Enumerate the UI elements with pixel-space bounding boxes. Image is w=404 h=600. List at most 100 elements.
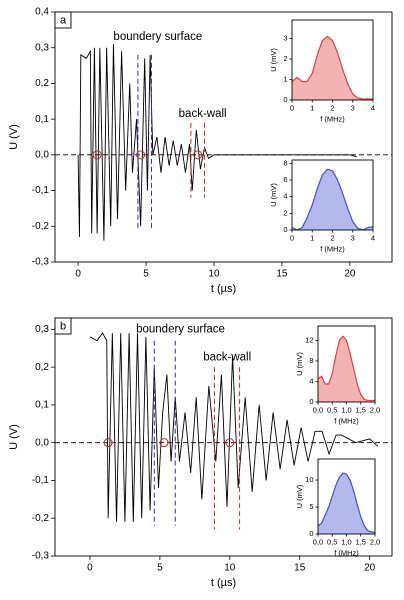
- plot-frame: [291, 19, 374, 101]
- x-tick-label: 0,5: [327, 537, 337, 546]
- plot-frame: [291, 159, 374, 231]
- x-tick-label: 2: [330, 233, 334, 242]
- y-tick-label: 0,3: [35, 324, 49, 335]
- panel-label: a: [60, 14, 67, 26]
- spectrum-line: [291, 168, 374, 231]
- y-tick-label: 12: [305, 335, 313, 344]
- x-axis-label: f (MHz): [334, 549, 359, 558]
- y-tick-label: -0,3: [32, 257, 50, 268]
- y-tick-label: 2: [283, 54, 287, 63]
- x-tick-label: 4: [371, 103, 375, 112]
- annotation: back-wall: [203, 352, 251, 364]
- spectrum-area: [318, 473, 375, 534]
- inset-chart: 0 5 10 0,0 0,5 1,0 1,5 2,0 f (MHz) U (mV): [295, 458, 380, 558]
- annotation: boundery surface: [113, 31, 202, 43]
- y-tick-label: 4: [309, 376, 313, 385]
- panel-label-box: [54, 317, 72, 335]
- y-axis-label: U (mV): [295, 352, 304, 376]
- y-tick-label: 0,4: [35, 7, 49, 18]
- zero-crossing-marker: [92, 150, 102, 160]
- spectrum-line: [291, 35, 373, 100]
- y-axis-label: U (V): [8, 124, 20, 150]
- signal-trace: [89, 332, 379, 523]
- x-tick-label: 0: [290, 233, 294, 242]
- y-tick-label: 0,2: [35, 362, 49, 373]
- spectrum-area: [292, 169, 373, 230]
- x-tick-label: 3: [351, 233, 355, 242]
- inset-chart: 0 1 2 3 0 1 2 3 4 f (MHz) U (mV): [269, 19, 375, 124]
- y-tick-label: 0,2: [35, 78, 49, 89]
- zero-crossing-marker: [193, 150, 203, 160]
- y-axis-label: U (V): [8, 424, 20, 450]
- y-tick-label: 0,3: [35, 42, 49, 53]
- y-tick-label: 5: [309, 502, 313, 511]
- spectrum-area: [318, 336, 375, 402]
- x-axis-label: f (MHz): [334, 417, 359, 426]
- y-tick-label: -0,3: [32, 551, 50, 562]
- y-tick-label: 10: [305, 475, 313, 484]
- y-axis-label: U (mV): [295, 484, 304, 508]
- x-tick-label: 15: [294, 563, 306, 574]
- y-tick-label: 0,1: [35, 400, 49, 411]
- y-tick-label: 0,0: [35, 149, 49, 160]
- x-tick-label: 10: [224, 563, 236, 574]
- x-tick-label: 10: [208, 269, 220, 280]
- spectrum-line: [317, 472, 376, 533]
- x-tick-label: 1,0: [341, 537, 351, 546]
- panel-label: b: [60, 320, 66, 332]
- y-tick-label: 0: [283, 225, 287, 234]
- y-axis-label: U (mV): [269, 48, 278, 72]
- x-tick-label: 20: [364, 563, 376, 574]
- zero-crossing-marker: [136, 150, 146, 160]
- zero-crossing-marker: [159, 438, 169, 448]
- annotation: boundery surface: [136, 323, 225, 335]
- y-tick-label: 2: [283, 208, 287, 217]
- x-tick-label: 1,5: [356, 537, 366, 546]
- y-tick-label: 0: [283, 95, 287, 104]
- y-tick-label: 8: [283, 158, 287, 167]
- y-tick-label: 0: [309, 397, 313, 406]
- inset-chart: 0 2 4 6 8 0 1 2 3 4 f (MHz) U (mV): [269, 158, 375, 253]
- y-tick-label: -0,1: [32, 185, 50, 196]
- x-axis-label: f (MHz): [320, 245, 345, 254]
- x-tick-label: 15: [276, 269, 288, 280]
- signal-trace: [77, 44, 357, 241]
- inset-chart: 0 4 8 12 0,0 0,5 1,0 1,5 2,0 f (MHz) U (mV): [295, 325, 380, 426]
- x-tick-label: 0: [87, 563, 93, 574]
- x-axis-label: t (µs): [211, 283, 236, 295]
- x-tick-label: 1,0: [341, 405, 351, 414]
- plot-frame: [54, 317, 393, 557]
- panel-label-box: [54, 11, 72, 29]
- x-tick-label: 2,0: [370, 537, 380, 546]
- x-tick-label: 2,0: [370, 405, 380, 414]
- x-tick-label: 1: [310, 233, 314, 242]
- y-tick-label: 4: [283, 192, 287, 201]
- y-tick-label: 6: [283, 175, 287, 184]
- y-tick-label: 3: [283, 33, 287, 42]
- x-tick-label: 1: [310, 103, 314, 112]
- x-tick-label: 5: [157, 563, 163, 574]
- x-tick-label: 0: [290, 103, 294, 112]
- x-axis-label: t (µs): [211, 577, 236, 589]
- x-tick-label: 20: [344, 269, 356, 280]
- y-tick-label: 0,0: [35, 437, 49, 448]
- zero-crossing-marker: [103, 438, 113, 448]
- x-tick-label: 5: [143, 269, 149, 280]
- y-tick-label: 1: [283, 74, 287, 83]
- main-chart: -0,3 -0,2 -0,1 0,0 0,1 0,2 0,3 0 5 10 15 20 t (µs) U …: [8, 317, 393, 589]
- x-tick-label: 2: [330, 103, 334, 112]
- spectrum-line: [317, 335, 375, 402]
- y-tick-label: -0,2: [32, 221, 50, 232]
- spectrum-area: [292, 36, 373, 100]
- x-tick-label: 0,5: [327, 405, 337, 414]
- y-tick-label: -0,2: [32, 513, 50, 524]
- plot-frame: [317, 325, 376, 403]
- plot-frame: [317, 458, 376, 535]
- x-tick-label: 3: [351, 103, 355, 112]
- y-tick-label: 0,1: [35, 114, 49, 125]
- plot-frame: [54, 11, 393, 263]
- x-tick-label: 0: [75, 269, 81, 280]
- x-tick-label: 1,5: [356, 405, 366, 414]
